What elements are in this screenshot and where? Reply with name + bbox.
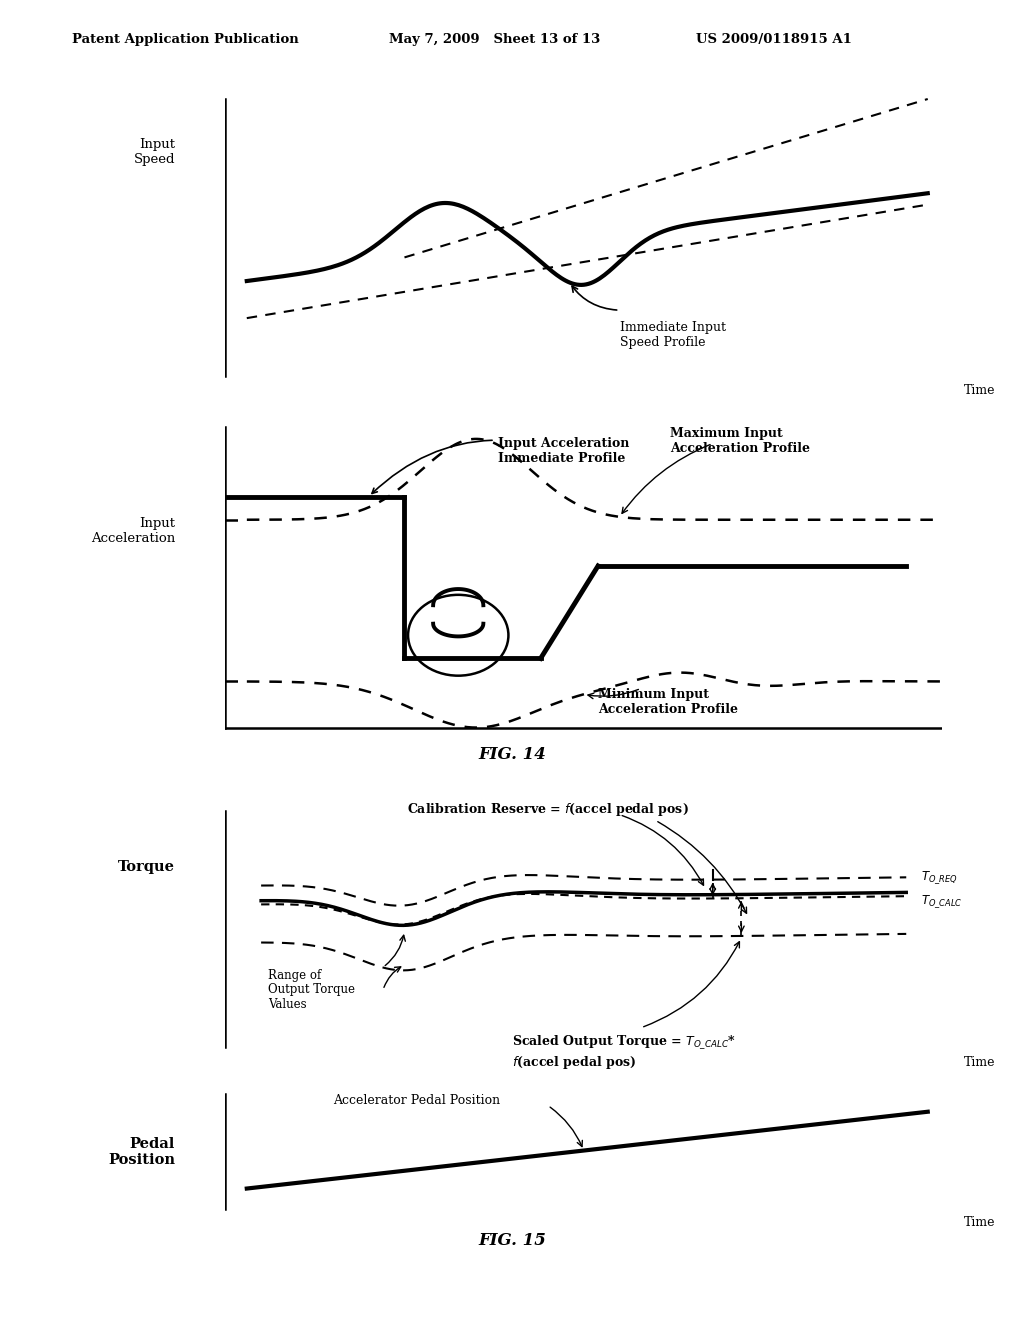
Text: Input
Speed: Input Speed bbox=[133, 137, 175, 166]
Text: Time: Time bbox=[964, 1056, 995, 1069]
Text: $T_{O\_CALC}$: $T_{O\_CALC}$ bbox=[921, 894, 962, 911]
Text: Maximum Input
Acceleration Profile: Maximum Input Acceleration Profile bbox=[670, 428, 810, 455]
Text: Scaled Output Torque = $T_{O\_CALC}$*
$\it{f}$(accel pedal pos): Scaled Output Torque = $T_{O\_CALC}$* $\… bbox=[512, 1034, 736, 1071]
Text: FIG. 15: FIG. 15 bbox=[478, 1232, 546, 1249]
Text: Patent Application Publication: Patent Application Publication bbox=[72, 33, 298, 46]
Text: Immediate Input
Speed Profile: Immediate Input Speed Profile bbox=[620, 321, 726, 348]
Text: Pedal
Position: Pedal Position bbox=[109, 1137, 175, 1167]
Text: Time: Time bbox=[964, 1217, 995, 1229]
Text: FIG. 14: FIG. 14 bbox=[478, 746, 546, 763]
Text: Input Acceleration
Immediate Profile: Input Acceleration Immediate Profile bbox=[372, 437, 629, 494]
Text: $T_{O\_REQ}$: $T_{O\_REQ}$ bbox=[921, 869, 957, 886]
Text: Time: Time bbox=[964, 384, 995, 397]
Text: Torque: Torque bbox=[118, 861, 175, 874]
Text: Minimum Input
Acceleration Profile: Minimum Input Acceleration Profile bbox=[598, 689, 738, 717]
Text: US 2009/0118915 A1: US 2009/0118915 A1 bbox=[696, 33, 852, 46]
Text: Accelerator Pedal Position: Accelerator Pedal Position bbox=[333, 1094, 500, 1107]
Text: Range of
Output Torque
Values: Range of Output Torque Values bbox=[268, 969, 355, 1011]
Text: Calibration Reserve = $\it{f}$(accel pedal pos): Calibration Reserve = $\it{f}$(accel ped… bbox=[407, 801, 689, 818]
Text: Input
Acceleration: Input Acceleration bbox=[91, 517, 175, 545]
Text: May 7, 2009   Sheet 13 of 13: May 7, 2009 Sheet 13 of 13 bbox=[389, 33, 600, 46]
